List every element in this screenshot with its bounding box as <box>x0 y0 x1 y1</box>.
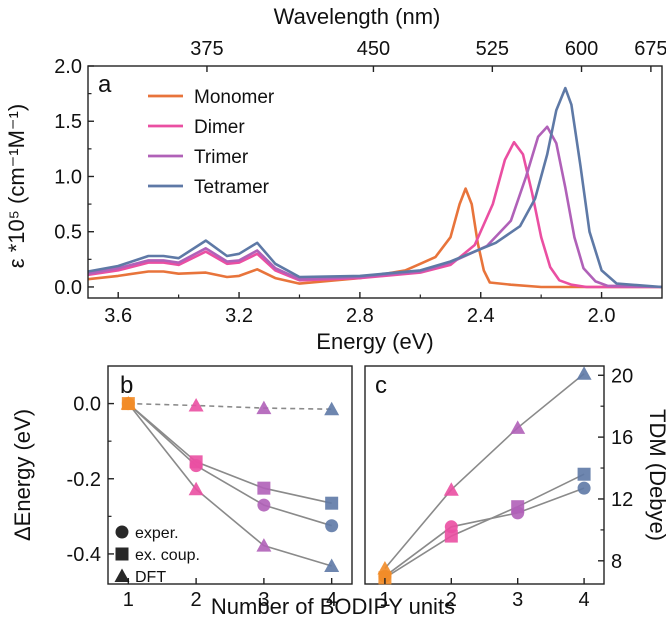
x-tick-label: 1 <box>123 589 134 611</box>
data-point-square <box>577 467 591 481</box>
data-point-triangle <box>256 400 272 415</box>
data-point-circle <box>577 481 591 495</box>
data-point-triangle <box>120 396 136 410</box>
y-tick-label: 1.0 <box>54 166 82 188</box>
data-point-square <box>325 496 339 510</box>
data-point-triangle <box>443 482 459 496</box>
panel-b: 1 2 3 4 0.0 -0.2 -0.4 ΔEnergy (eV) Number of BOD… <box>10 365 455 619</box>
y-tick-label: 0.0 <box>54 277 82 299</box>
y-axis-title: TDM (Debye) <box>645 409 666 541</box>
x-tick-label: 2 <box>446 589 457 611</box>
data-point-triangle <box>510 420 526 434</box>
connector-line <box>127 402 332 504</box>
y-tick-label: 16 <box>611 427 633 449</box>
legend-label-tetramer: Tetramer <box>194 177 270 198</box>
data-point-triangle <box>324 401 340 416</box>
y-axis-title: ΔEnergy (eV) <box>10 409 35 541</box>
marker-legend-label: DFT <box>135 569 166 586</box>
top-tick-label: 675 <box>634 38 666 60</box>
legend-label-trimer: Trimer <box>194 147 249 168</box>
y-tick-label: 2.0 <box>54 56 82 78</box>
data-point-square <box>444 529 458 543</box>
y-tick-label: 20 <box>611 365 633 387</box>
x-tick-label: 3 <box>258 589 269 611</box>
data-point-triangle <box>324 558 340 572</box>
x-tick-label: 2.0 <box>588 305 616 327</box>
data-point-circle <box>257 498 271 512</box>
series-line-tetramer <box>87 86 663 289</box>
connector-line <box>384 473 585 579</box>
data-point-triangle <box>576 366 592 380</box>
legend-label-dimer: Dimer <box>194 117 245 138</box>
x-tick-label: 2.8 <box>346 305 374 327</box>
marker-legend-triangle <box>114 568 130 582</box>
top-tick-label: 450 <box>357 38 390 60</box>
x-tick-label: 1 <box>379 589 390 611</box>
data-point-square <box>378 571 392 585</box>
series-line-trimer <box>87 125 663 289</box>
marker-legend-label: ex. coup. <box>135 547 200 564</box>
marker-legend-circle <box>115 525 129 539</box>
data-point-triangle <box>256 538 272 552</box>
x-tick-label: 2 <box>191 589 202 611</box>
panel-a: 3.6 3.2 2.8 2.4 2.0 Energy (eV) 375 450 525 600 67… <box>4 4 666 354</box>
x-tick-label: 3.2 <box>225 305 253 327</box>
legend-label-monomer: Monomer <box>194 87 275 108</box>
plot-frame <box>87 65 663 299</box>
panel-letter-c: c <box>375 372 387 399</box>
y-tick-label: -0.4 <box>67 544 101 566</box>
connector-line <box>127 403 332 567</box>
plot-frame <box>364 365 605 585</box>
connector-line <box>384 487 585 577</box>
connector-line <box>384 373 585 570</box>
marker-legend-square <box>115 547 129 561</box>
connector-line <box>127 403 332 527</box>
data-point-triangle <box>377 561 393 575</box>
data-point-square <box>511 500 525 514</box>
plot-frame <box>107 365 353 585</box>
x-tick-label: 4 <box>579 589 590 611</box>
data-point-square <box>189 455 203 469</box>
series-line-monomer <box>87 187 662 289</box>
panel-letter-a: a <box>98 71 112 98</box>
y-tick-label: 12 <box>611 489 633 511</box>
top-tick-label: 525 <box>476 38 509 60</box>
y-tick-label: -0.2 <box>67 469 101 491</box>
y-tick-label: 0.5 <box>54 222 82 244</box>
x-axis-title: Number of BODIPY units <box>211 594 455 619</box>
data-point-triangle <box>188 397 204 412</box>
x-tick-label: 4 <box>326 589 337 611</box>
panel-letter-b: b <box>120 372 133 399</box>
top-axis-title: Wavelength (nm) <box>274 4 441 29</box>
x-tick-label: 3.6 <box>104 305 132 327</box>
x-axis-title: Energy (eV) <box>316 329 433 354</box>
connector-line <box>128 402 332 410</box>
top-tick-label: 375 <box>190 38 223 60</box>
data-point-circle <box>325 519 339 533</box>
x-tick-label: 3 <box>512 589 523 611</box>
top-tick-label: 600 <box>565 38 598 60</box>
y-tick-label: 1.5 <box>54 111 82 133</box>
marker-legend-label: exper. <box>135 525 179 542</box>
data-point-square <box>257 481 271 495</box>
series-line-dimer <box>87 140 662 289</box>
y-tick-label: 0.0 <box>73 394 101 416</box>
data-point-triangle <box>188 481 204 496</box>
y-axis-title: ε *10⁵ (cm⁻¹M⁻¹) <box>4 104 29 268</box>
x-tick-label: 2.4 <box>467 305 495 327</box>
y-tick-label: 8 <box>611 551 622 573</box>
